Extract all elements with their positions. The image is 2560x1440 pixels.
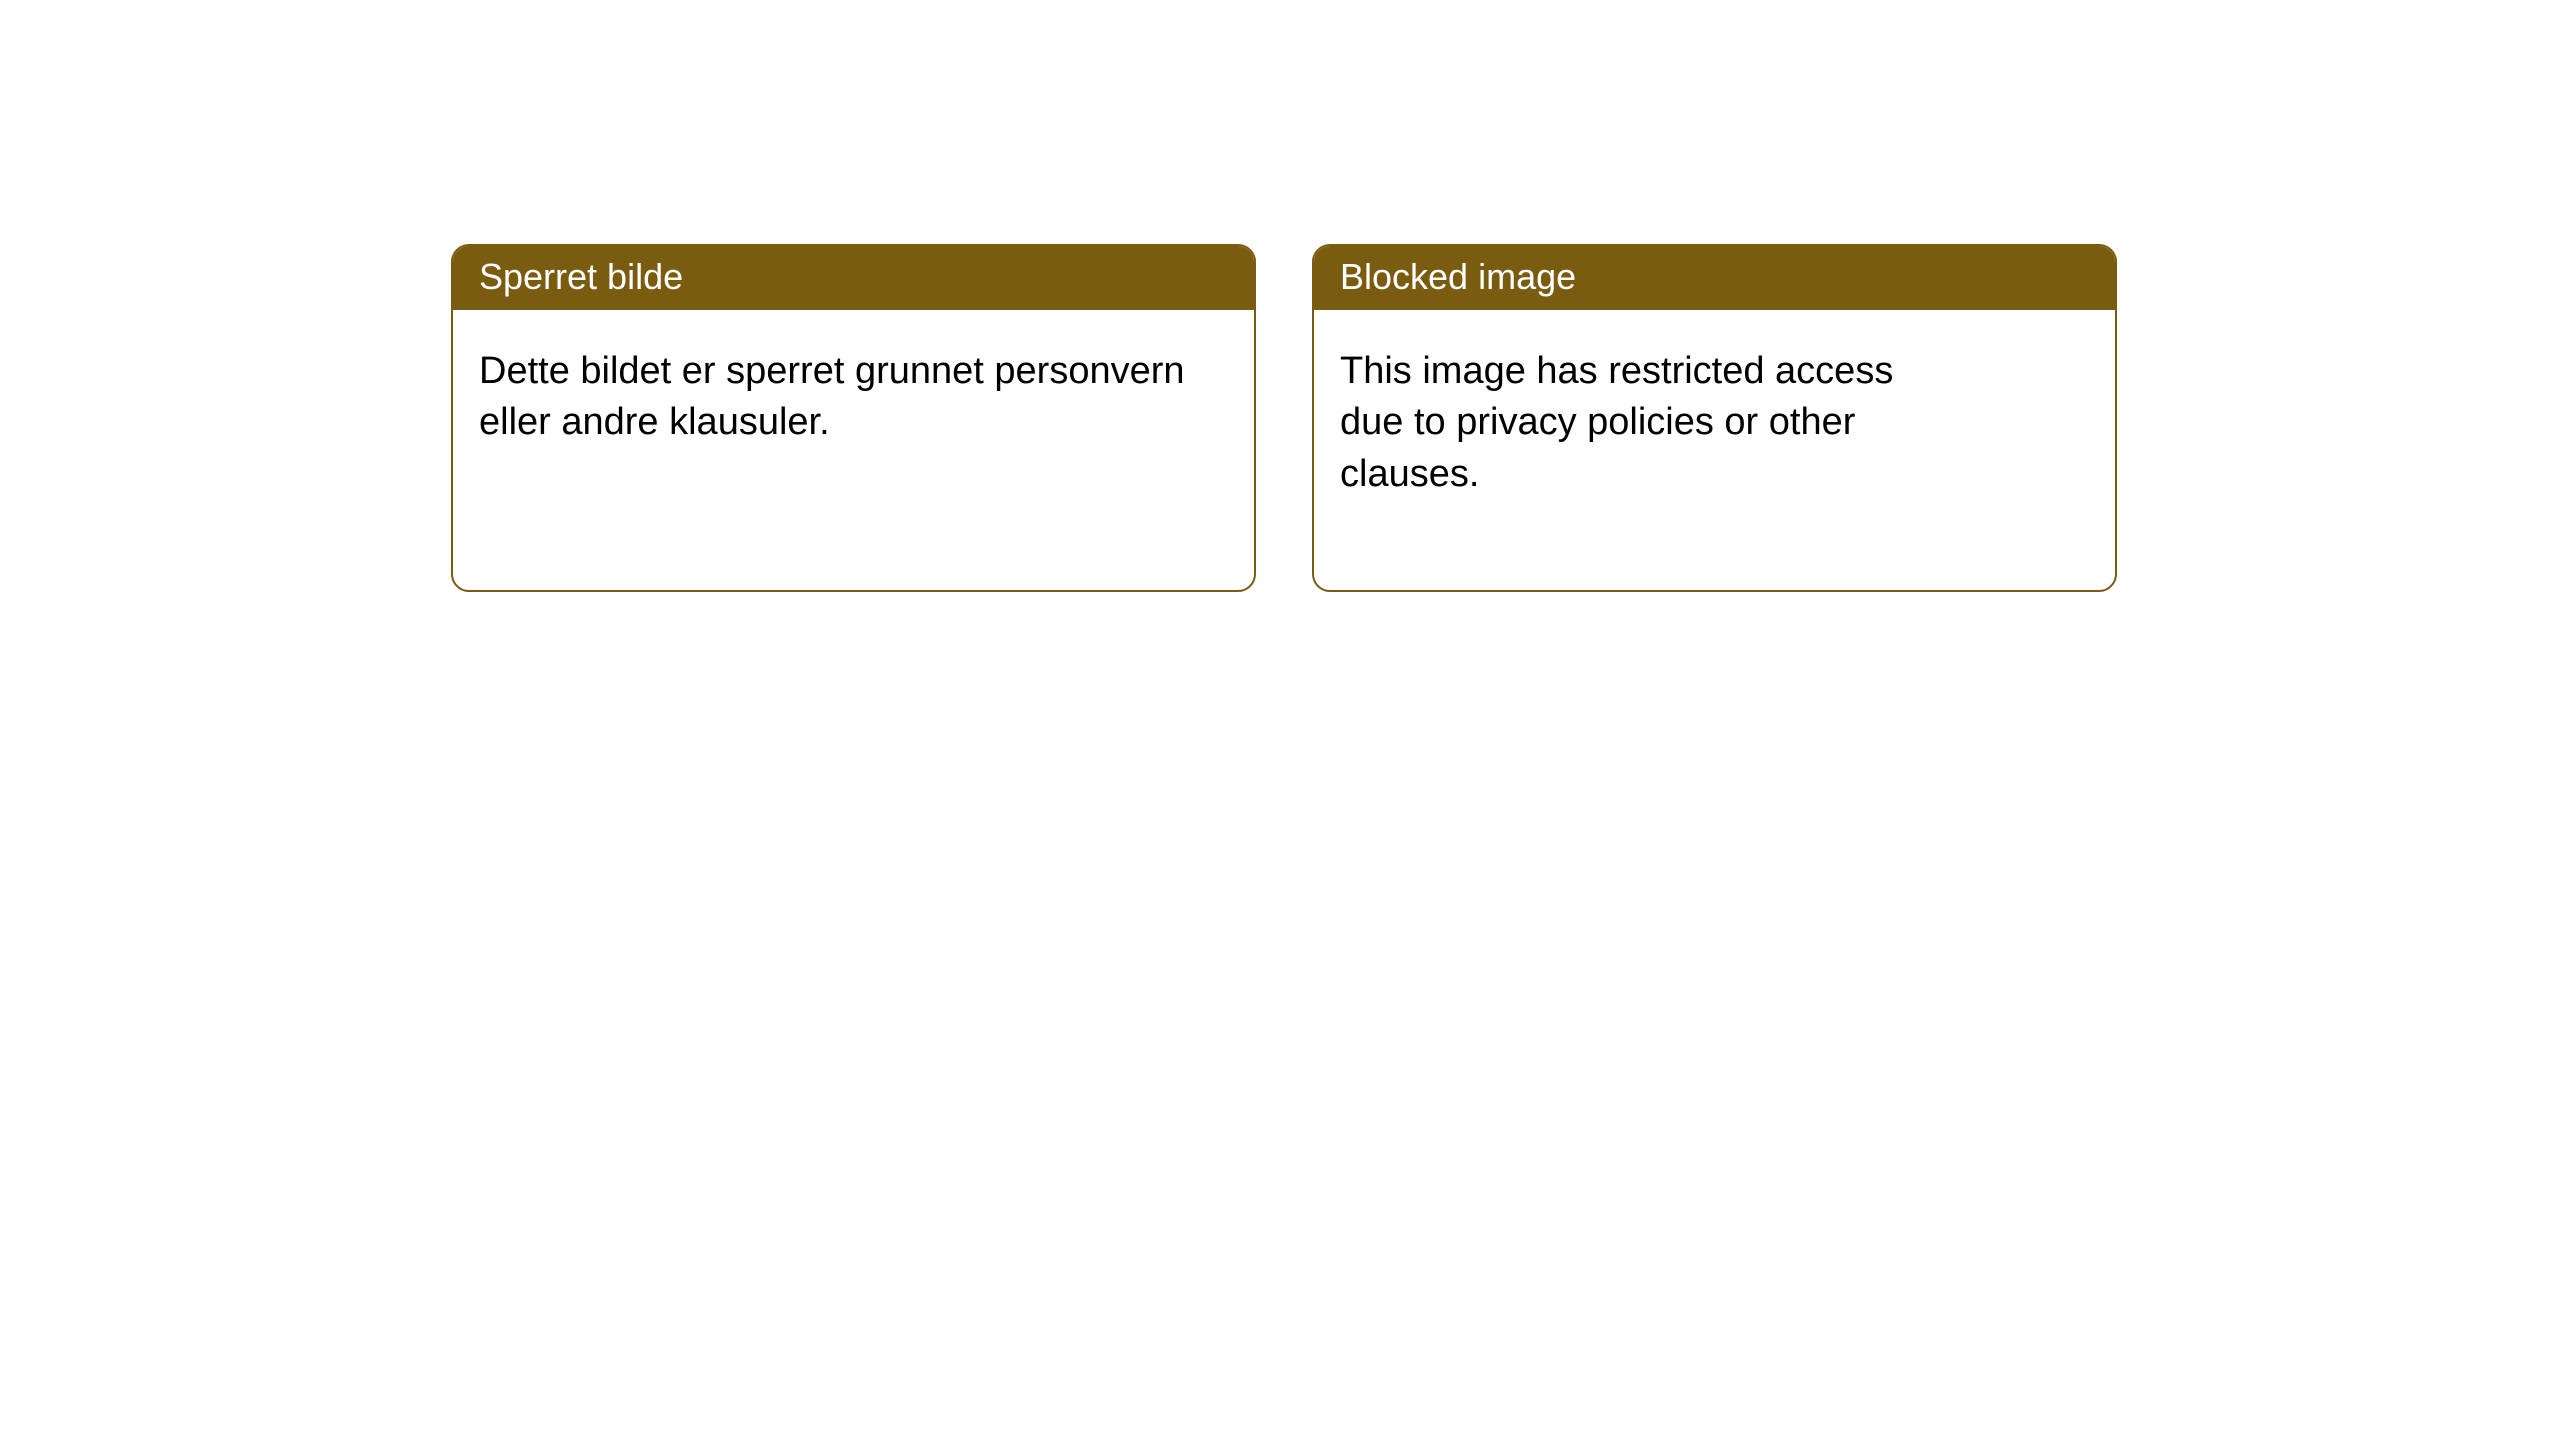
notice-title-norwegian: Sperret bilde (453, 246, 1254, 310)
notice-body-english: This image has restricted access due to … (1314, 310, 1954, 590)
notice-container: Sperret bilde Dette bildet er sperret gr… (0, 0, 2560, 592)
notice-title-english: Blocked image (1314, 246, 2115, 310)
notice-body-norwegian: Dette bildet er sperret grunnet personve… (453, 310, 1254, 539)
notice-card-english: Blocked image This image has restricted … (1312, 244, 2117, 592)
notice-card-norwegian: Sperret bilde Dette bildet er sperret gr… (451, 244, 1256, 592)
